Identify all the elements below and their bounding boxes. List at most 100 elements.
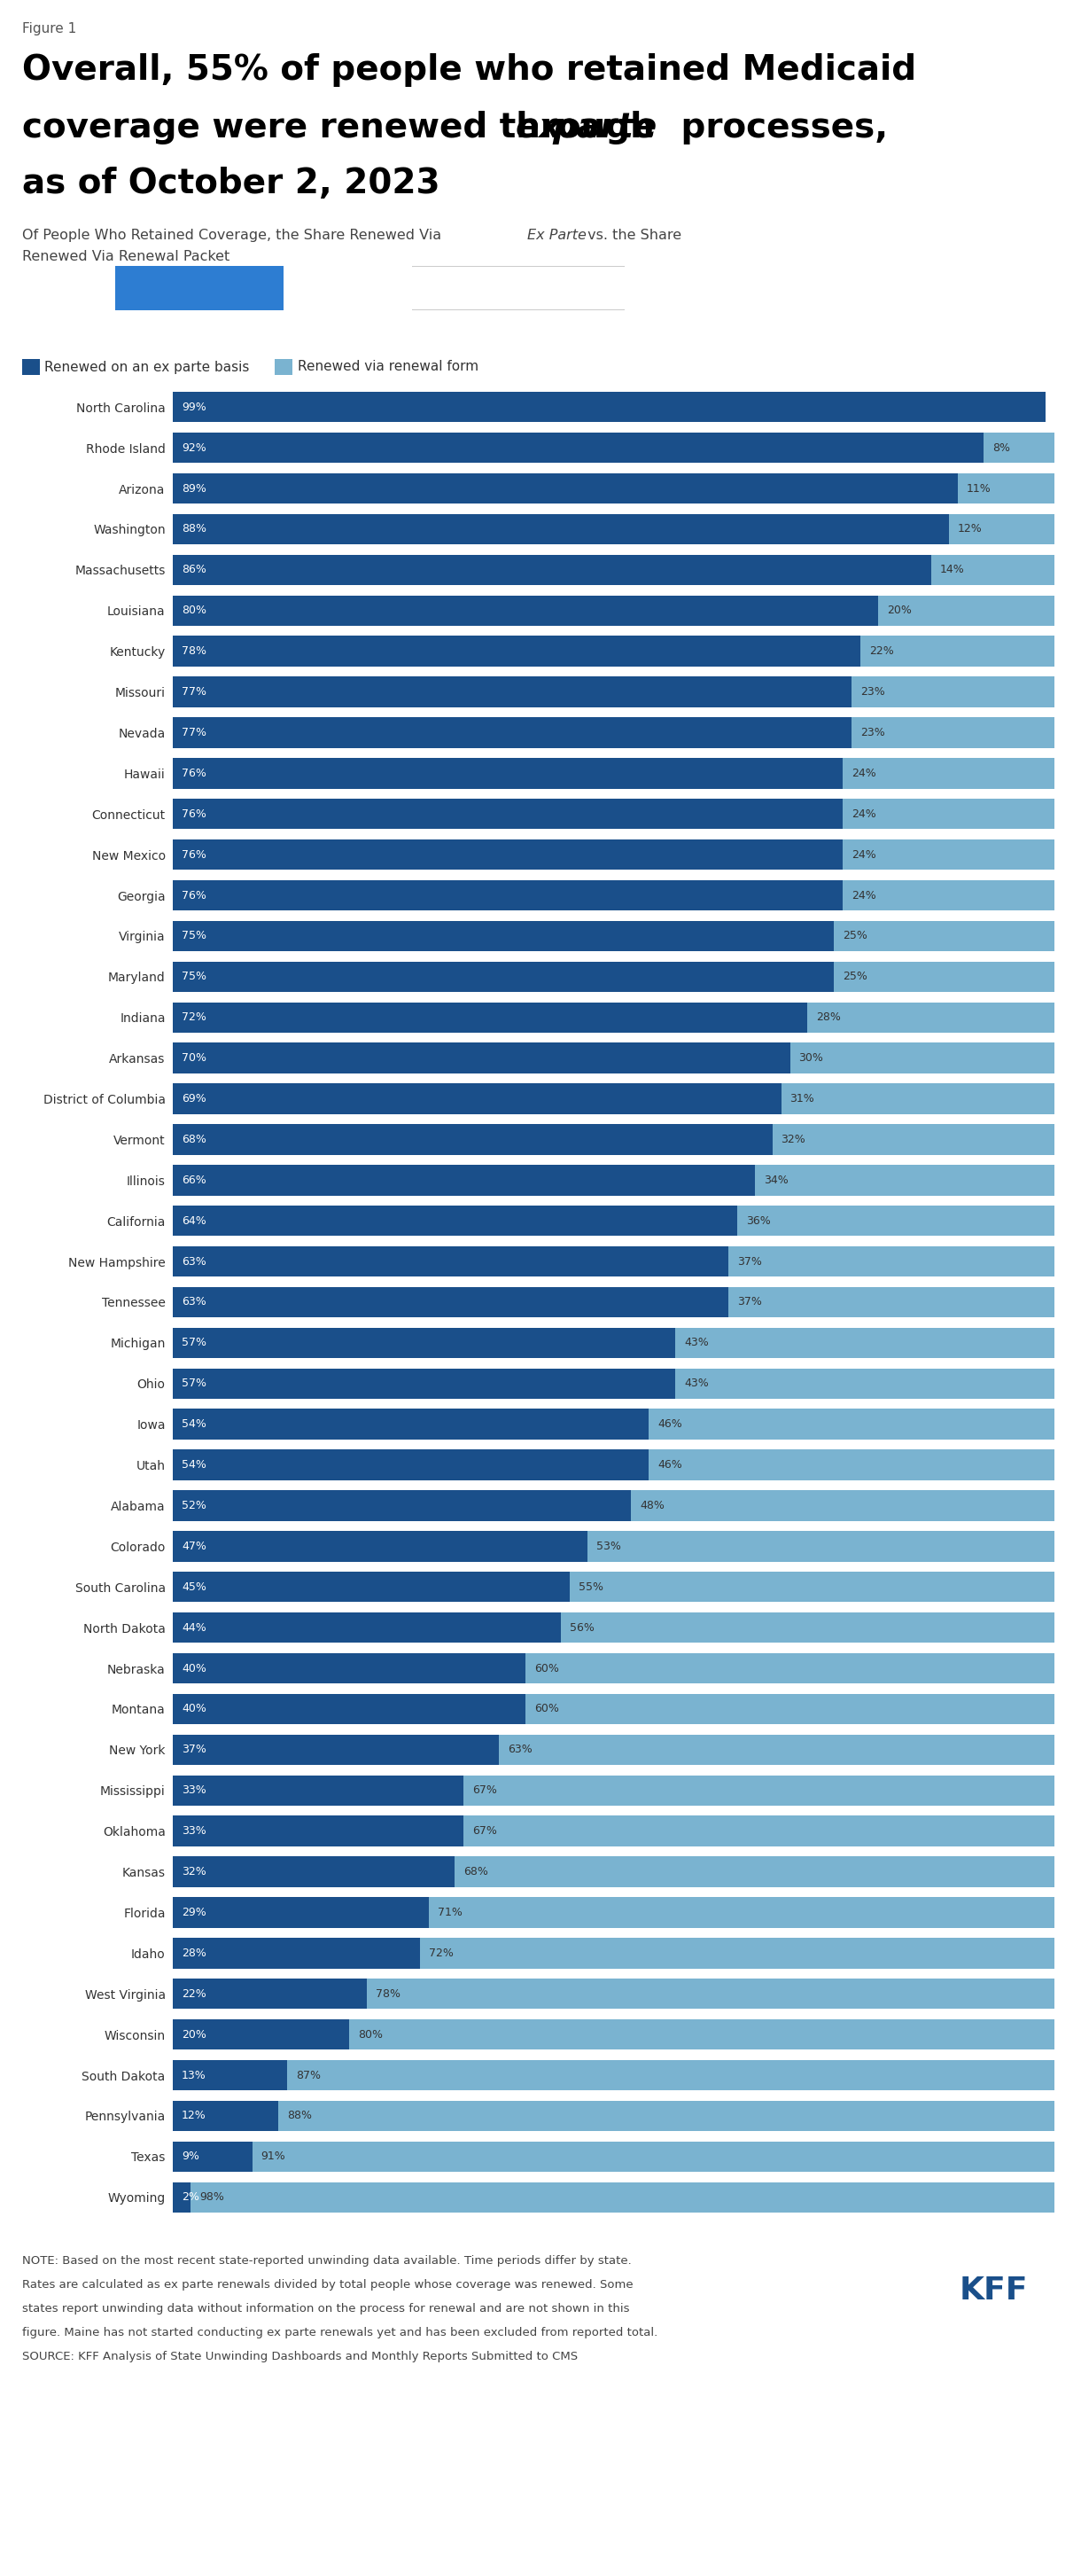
Text: 70%: 70% xyxy=(182,1054,206,1064)
Text: 77%: 77% xyxy=(182,726,206,739)
Bar xyxy=(455,1857,1054,1888)
Bar xyxy=(173,1937,419,1968)
Bar xyxy=(173,1084,782,1113)
Bar xyxy=(173,1857,455,1888)
Text: Overall, 55% of people who retained Medicaid: Overall, 55% of people who retained Medi… xyxy=(22,54,917,88)
Bar xyxy=(949,513,1054,544)
Bar xyxy=(428,1896,1054,1927)
Text: 60%: 60% xyxy=(534,1703,559,1716)
Text: coverage were renewed through: coverage were renewed through xyxy=(22,111,667,144)
Text: 89%: 89% xyxy=(182,482,206,495)
Text: 76%: 76% xyxy=(182,768,206,778)
Bar xyxy=(173,1492,631,1520)
Bar xyxy=(173,474,958,505)
Text: KFF: KFF xyxy=(959,2275,1028,2306)
Bar xyxy=(173,1450,649,1481)
Text: 28%: 28% xyxy=(816,1012,841,1023)
Text: 37%: 37% xyxy=(737,1255,762,1267)
Text: 23%: 23% xyxy=(860,726,885,739)
Text: 67%: 67% xyxy=(472,1826,497,1837)
Text: Rates are calculated as ex parte renewals divided by total people whose coverage: Rates are calculated as ex parte renewal… xyxy=(22,2280,633,2290)
Bar xyxy=(631,1492,1054,1520)
Bar xyxy=(190,2182,1054,2213)
Bar xyxy=(958,474,1054,505)
Bar xyxy=(835,920,1054,951)
Text: 54%: 54% xyxy=(182,1458,206,1471)
Text: 37%: 37% xyxy=(182,1744,206,1754)
Bar xyxy=(173,799,843,829)
Bar xyxy=(173,677,852,708)
Text: 71%: 71% xyxy=(438,1906,462,1919)
Bar xyxy=(464,1816,1054,1847)
Text: parte: parte xyxy=(552,111,657,144)
Text: 45%: 45% xyxy=(182,1582,206,1592)
Text: 66%: 66% xyxy=(182,1175,206,1185)
Bar xyxy=(835,961,1054,992)
Text: 12%: 12% xyxy=(182,2110,206,2123)
Bar xyxy=(173,1571,570,1602)
Text: 48%: 48% xyxy=(640,1499,665,1512)
Bar xyxy=(279,2099,1054,2130)
Bar xyxy=(649,1409,1054,1440)
Text: 24%: 24% xyxy=(852,850,877,860)
Text: Figure 1: Figure 1 xyxy=(22,23,77,36)
Bar xyxy=(852,677,1054,708)
Text: 24%: 24% xyxy=(852,809,877,819)
Text: 2%: 2% xyxy=(182,2192,199,2202)
Bar xyxy=(173,881,843,909)
Bar xyxy=(676,1327,1054,1358)
Bar xyxy=(173,716,852,747)
Text: Renewed via renewal form: Renewed via renewal form xyxy=(297,361,479,374)
Text: 91%: 91% xyxy=(261,2151,285,2161)
Bar xyxy=(173,1043,790,1074)
Bar xyxy=(173,1288,729,1316)
Text: 40%: 40% xyxy=(182,1662,206,1674)
Text: 25%: 25% xyxy=(843,971,868,981)
Text: 22%: 22% xyxy=(869,647,894,657)
Text: 56%: 56% xyxy=(570,1623,595,1633)
Bar xyxy=(173,433,984,464)
Bar xyxy=(173,1123,772,1154)
Text: 72%: 72% xyxy=(182,1012,206,1023)
Text: 54%: 54% xyxy=(182,1419,206,1430)
Bar xyxy=(173,2020,349,2050)
Bar xyxy=(173,840,843,871)
Text: as of October 2, 2023: as of October 2, 2023 xyxy=(22,167,440,201)
Text: 63%: 63% xyxy=(182,1255,206,1267)
Bar xyxy=(729,1288,1054,1316)
Bar xyxy=(984,433,1054,464)
Bar xyxy=(173,757,843,788)
Text: 75%: 75% xyxy=(182,971,206,981)
Text: 14%: 14% xyxy=(939,564,964,574)
Text: Of People Who Retained Coverage, the Share Renewed Via: Of People Who Retained Coverage, the Sha… xyxy=(22,229,445,242)
Bar xyxy=(808,1002,1054,1033)
Bar xyxy=(173,2099,279,2130)
Text: 24%: 24% xyxy=(852,889,877,902)
Text: NOTE: Based on the most recent state-reported unwinding data available. Time per: NOTE: Based on the most recent state-rep… xyxy=(22,2254,631,2267)
Bar xyxy=(737,1206,1054,1236)
Text: 57%: 57% xyxy=(182,1378,206,1388)
Bar xyxy=(349,2020,1054,2050)
Text: ex: ex xyxy=(516,111,573,144)
Text: 31%: 31% xyxy=(790,1092,814,1105)
Text: 32%: 32% xyxy=(182,1865,206,1878)
Bar xyxy=(676,1368,1054,1399)
Text: 23%: 23% xyxy=(860,685,885,698)
Bar xyxy=(173,1896,428,1927)
Text: 75%: 75% xyxy=(182,930,206,943)
Text: 29%: 29% xyxy=(182,1906,206,1919)
Text: figure. Maine has not started conducting ex parte renewals yet and has been excl: figure. Maine has not started conducting… xyxy=(22,2326,657,2339)
Text: Renewed Via Renewal Packet: Renewed Via Renewal Packet xyxy=(22,250,229,263)
Bar xyxy=(860,636,1054,667)
Text: SOURCE: KFF Analysis of State Unwinding Dashboards and Monthly Reports Submitted: SOURCE: KFF Analysis of State Unwinding … xyxy=(22,2352,578,2362)
Bar xyxy=(173,1695,525,1723)
Text: 32%: 32% xyxy=(782,1133,805,1146)
Text: 99%: 99% xyxy=(182,402,206,412)
Text: Renewed on an ex parte basis: Renewed on an ex parte basis xyxy=(44,361,250,374)
Bar xyxy=(173,2182,190,2213)
FancyBboxPatch shape xyxy=(403,265,633,309)
Bar xyxy=(782,1084,1054,1113)
Bar xyxy=(173,595,878,626)
Text: 64%: 64% xyxy=(182,1216,206,1226)
Text: 20%: 20% xyxy=(182,2030,206,2040)
